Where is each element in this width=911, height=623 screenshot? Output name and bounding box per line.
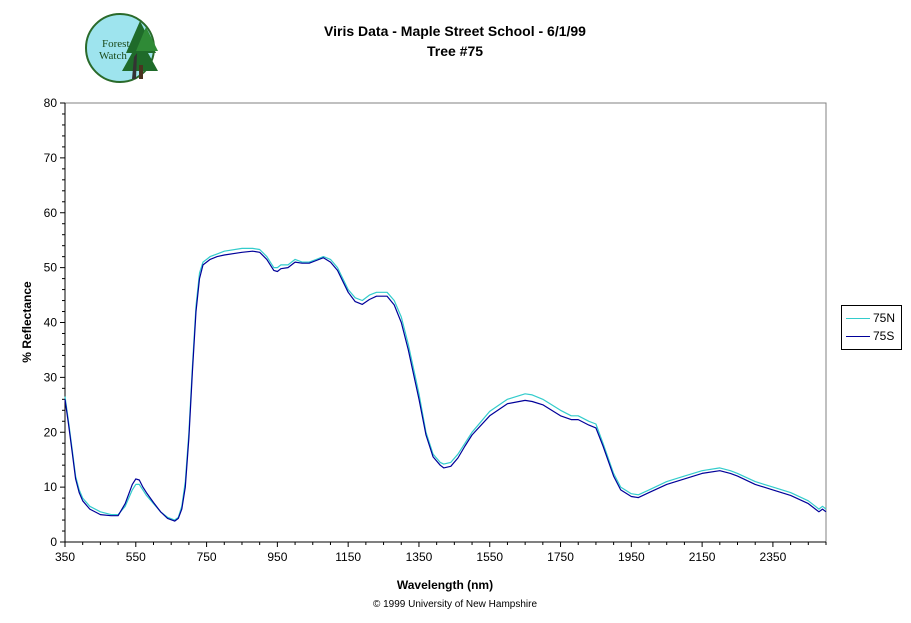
y-tick-label: 40 [44,316,58,330]
x-tick-label: 1750 [547,550,574,564]
axes: 0 10 20 30 40 50 60 70 80 350 550 750 950 1150 1350 155… [44,96,827,564]
legend: 75N 75S [841,305,902,350]
y-tick-label: 70 [44,151,58,165]
y-tick-label: 0 [50,535,57,549]
x-tick-label: 2350 [760,550,787,564]
series-line-75n [64,247,827,521]
x-axis-label: Wavelength (nm) [397,578,493,592]
series-layer [64,247,827,522]
y-tick-label: 80 [44,96,58,110]
copyright-credit: © 1999 University of New Hampshire [372,599,538,610]
legend-label-75n: 75N [873,311,896,325]
legend-swatch-75n [846,318,870,320]
x-tick-label: 350 [55,550,75,564]
forest-watch-logo: Forest Watch [85,13,158,83]
chart-subtitle: Tree #75 [426,43,484,59]
legend-item-75n: 75N [846,310,895,326]
y-tick-label: 20 [44,425,58,439]
y-tick-label: 50 [44,261,58,275]
y-tick-label: 60 [44,206,58,220]
y-axis-label: % Reflectance [20,281,34,363]
x-tick-label: 1950 [618,550,645,564]
y-tick-label: 10 [44,480,58,494]
logo-text-forest: Forest [102,38,130,50]
x-tick-label: 2150 [689,550,716,564]
x-tick-label: 550 [126,550,146,564]
x-tick-label: 950 [267,550,287,564]
legend-item-75s: 75S [846,328,894,344]
legend-swatch-75s [846,336,870,338]
x-tick-label: 1550 [476,550,503,564]
chart-title: Viris Data - Maple Street School - 6/1/9… [324,23,586,39]
logo-text-watch: Watch [99,50,127,62]
plot-area [64,102,827,543]
legend-label-75s: 75S [873,329,895,343]
x-tick-label: 1350 [406,550,433,564]
x-tick-label: 1150 [335,550,361,564]
y-tick-label: 30 [44,370,58,384]
x-tick-label: 750 [197,550,217,564]
series-line-75s [64,250,827,522]
